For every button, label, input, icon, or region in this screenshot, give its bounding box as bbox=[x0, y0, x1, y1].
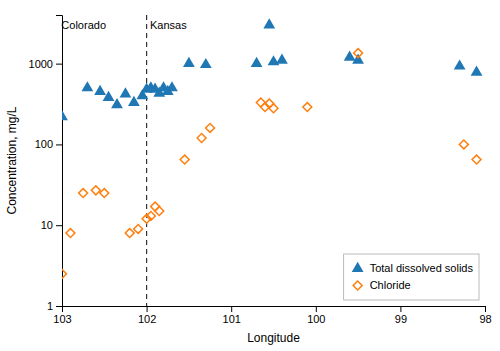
point bbox=[268, 55, 280, 65]
legend-label: Total dissolved solids bbox=[370, 262, 474, 274]
x-tick-label: 101 bbox=[223, 313, 241, 325]
point bbox=[103, 91, 115, 101]
x-tick-label: 102 bbox=[138, 313, 156, 325]
point bbox=[471, 66, 483, 76]
vertical-line bbox=[146, 15, 147, 306]
x-tick-mark bbox=[316, 306, 317, 312]
chart: 103 102 101 100 99 98 1 10 100 1000 Longitude Conce… bbox=[0, 0, 500, 351]
x-axis: 103 102 101 100 99 98 bbox=[53, 306, 491, 325]
legend: Total dissolved solids Chloride bbox=[344, 254, 479, 300]
point bbox=[79, 189, 88, 198]
x-tick-label: 100 bbox=[307, 313, 325, 325]
point bbox=[91, 186, 100, 195]
y-tick: 1000 bbox=[29, 58, 62, 70]
point bbox=[276, 53, 288, 63]
y-tick: 100 bbox=[35, 138, 62, 150]
marks bbox=[62, 15, 482, 306]
annotation: Colorado bbox=[61, 19, 106, 31]
y-axis: 1 10 100 1000 bbox=[29, 16, 63, 313]
y-tick-label: 10 bbox=[41, 219, 53, 231]
x-tick-mark bbox=[147, 306, 148, 312]
y-axis-title: Concentration, mg/L bbox=[5, 106, 19, 214]
x-axis-line bbox=[63, 307, 486, 313]
point bbox=[269, 104, 278, 113]
y-tick-mark bbox=[56, 64, 62, 65]
y-axis-line bbox=[56, 16, 63, 307]
y-tick-label: 1 bbox=[47, 300, 53, 312]
x-tick-mark bbox=[400, 306, 401, 312]
point bbox=[120, 87, 132, 97]
x-tick-mark bbox=[231, 306, 232, 312]
series bbox=[62, 49, 481, 279]
point bbox=[166, 81, 178, 91]
point bbox=[81, 81, 93, 91]
point bbox=[134, 224, 143, 233]
x-tick: 100 bbox=[307, 306, 325, 325]
annotation: Kansas bbox=[150, 19, 187, 31]
point bbox=[472, 155, 481, 164]
point bbox=[100, 189, 109, 198]
x-tick-mark bbox=[485, 306, 486, 312]
point bbox=[183, 57, 195, 67]
point bbox=[62, 269, 66, 278]
legend-symbol bbox=[353, 281, 362, 290]
point bbox=[354, 49, 363, 58]
y-tick-mark bbox=[56, 306, 62, 307]
point bbox=[459, 140, 468, 149]
y-tick-mark bbox=[56, 225, 62, 226]
point bbox=[94, 85, 106, 95]
plot: 103 102 101 100 99 98 1 10 100 1000 Longitude Conce… bbox=[5, 15, 492, 345]
y-tick-mark bbox=[56, 144, 62, 145]
legend-box bbox=[344, 254, 479, 300]
point bbox=[303, 103, 312, 112]
y-tick: 10 bbox=[41, 219, 62, 231]
point bbox=[66, 229, 75, 238]
legend-symbol bbox=[352, 262, 364, 272]
x-axis-title: Longitude bbox=[247, 331, 300, 345]
x-tick: 99 bbox=[395, 306, 407, 325]
point bbox=[206, 123, 215, 132]
y-tick-label: 100 bbox=[35, 138, 53, 150]
point bbox=[454, 59, 466, 69]
x-tick: 98 bbox=[479, 306, 491, 325]
point bbox=[111, 98, 123, 108]
point bbox=[256, 98, 265, 107]
point bbox=[155, 207, 164, 216]
x-tick-label: 99 bbox=[395, 313, 407, 325]
x-tick: 103 bbox=[53, 306, 71, 325]
point bbox=[251, 57, 263, 67]
x-tick-label: 103 bbox=[53, 313, 71, 325]
point bbox=[125, 229, 134, 238]
x-tick: 101 bbox=[223, 306, 241, 325]
point bbox=[197, 134, 206, 143]
x-tick-label: 98 bbox=[479, 313, 491, 325]
point bbox=[180, 155, 189, 164]
point bbox=[62, 110, 68, 120]
x-tick: 102 bbox=[138, 306, 156, 325]
point bbox=[200, 58, 212, 68]
point bbox=[146, 212, 155, 221]
legend-label: Chloride bbox=[370, 279, 411, 291]
y-tick-label: 1000 bbox=[29, 58, 53, 70]
y-tick: 1 bbox=[47, 300, 62, 312]
point bbox=[265, 99, 274, 108]
point bbox=[263, 18, 275, 28]
series bbox=[62, 18, 482, 120]
